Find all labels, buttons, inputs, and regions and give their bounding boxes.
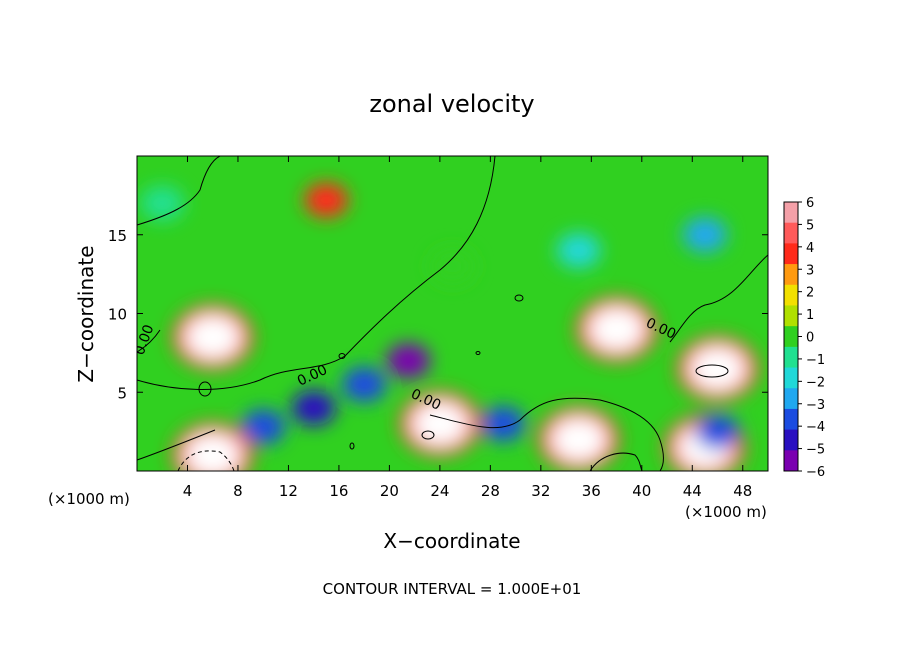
x-axis-label: X−coordinate <box>383 529 520 553</box>
colorbar-label: 3 <box>806 263 814 278</box>
colorbar-label: −1 <box>806 353 825 368</box>
field-feature <box>140 185 185 221</box>
field-feature <box>590 308 643 351</box>
contour-line <box>421 430 435 440</box>
colorbar-cell <box>784 305 798 327</box>
x-tick-label: 36 <box>582 482 601 500</box>
field-feature <box>291 390 336 426</box>
contour-line <box>344 156 496 357</box>
colorbar-cell <box>784 346 798 369</box>
colorbar-cell <box>784 429 798 451</box>
field-feature <box>342 366 387 402</box>
colorbar-label: 0 <box>806 331 814 346</box>
contour-line <box>475 351 481 355</box>
colorbar-cell <box>784 264 798 286</box>
x-tick-label: 8 <box>233 482 243 500</box>
field-feature <box>556 232 601 269</box>
colorbar-cell <box>784 326 798 348</box>
colorbar-label: −6 <box>806 465 825 480</box>
colorbar-cell <box>784 408 798 431</box>
x-tick-label: 24 <box>430 482 449 500</box>
x-tick-label: 40 <box>632 482 651 500</box>
velocity-field <box>140 182 758 471</box>
field-feature <box>430 248 475 284</box>
colorbar: 6 5 4 3 2 1 0 −1 −2 −3 −4 −5 −6 <box>783 196 825 480</box>
contour-line <box>177 450 235 471</box>
y-tick-label: 10 <box>108 306 127 324</box>
colorbar-cell <box>784 202 798 224</box>
contour-line <box>137 329 161 353</box>
field-feature <box>682 217 727 253</box>
contour-line <box>198 381 212 397</box>
x-tick-label: 32 <box>531 482 550 500</box>
contour-line <box>137 156 221 226</box>
field-feature <box>386 343 431 379</box>
colorbar-label: −5 <box>806 443 825 458</box>
y-tick-label: 15 <box>108 227 127 245</box>
x-tick-label: 16 <box>329 482 348 500</box>
x-unit-left: (×1000 m) <box>48 490 130 508</box>
contour-line <box>338 353 346 359</box>
y-axis: 5 10 15 <box>108 227 768 402</box>
contour-line <box>589 452 643 471</box>
contour-line <box>137 429 216 461</box>
field-feature <box>480 406 525 442</box>
colorbar-cell <box>784 388 798 410</box>
contour-line <box>514 294 524 302</box>
contour-line <box>429 397 664 471</box>
colorbar-label: 5 <box>806 218 814 233</box>
contour-line <box>695 364 729 378</box>
colorbar-cell <box>784 243 798 265</box>
field-feature <box>413 402 466 445</box>
x-tick-label: 4 <box>183 482 193 500</box>
colorbar-cell <box>784 222 798 244</box>
field-feature <box>186 434 239 471</box>
plot-area: 0.00 0.00 0.00 0.00 4 8 12 16 20 24 28 32 36 40 44… <box>108 155 769 500</box>
field-feature <box>695 414 740 450</box>
colorbar-cell <box>784 367 798 389</box>
x-tick-label: 12 <box>279 482 298 500</box>
field-feature <box>552 418 605 461</box>
x-tick-label: 20 <box>380 482 399 500</box>
colorbar-label: 6 <box>806 196 814 211</box>
colorbar-cell <box>784 284 798 306</box>
y-tick-label: 5 <box>117 384 127 402</box>
x-tick-label: 28 <box>481 482 500 500</box>
x-axis: 4 8 12 16 20 24 28 32 36 40 44 48 <box>183 156 752 500</box>
field-feature <box>691 347 744 390</box>
colorbar-label: 4 <box>806 241 814 256</box>
contour-line <box>349 442 355 450</box>
colorbar-label: −3 <box>806 398 825 413</box>
field-feature <box>241 409 286 445</box>
x-unit-right: (×1000 m) <box>685 503 767 521</box>
contour-lines <box>137 156 768 471</box>
colorbar-label: 1 <box>806 308 814 323</box>
x-tick-label: 48 <box>733 482 752 500</box>
colorbar-label: 2 <box>806 286 814 301</box>
field-feature <box>186 316 239 358</box>
chart-title: zonal velocity <box>369 90 534 118</box>
x-tick-label: 44 <box>683 482 702 500</box>
field-feature <box>304 182 349 218</box>
colorbar-label: −2 <box>806 375 825 390</box>
contour-line <box>137 355 346 390</box>
colorbar-label: −4 <box>806 420 825 435</box>
contour-interval-note: CONTOUR INTERVAL = 1.000E+01 <box>323 580 582 598</box>
y-axis-label: Z−coordinate <box>74 245 98 382</box>
colorbar-cell <box>784 450 798 472</box>
contour-line <box>669 254 768 343</box>
